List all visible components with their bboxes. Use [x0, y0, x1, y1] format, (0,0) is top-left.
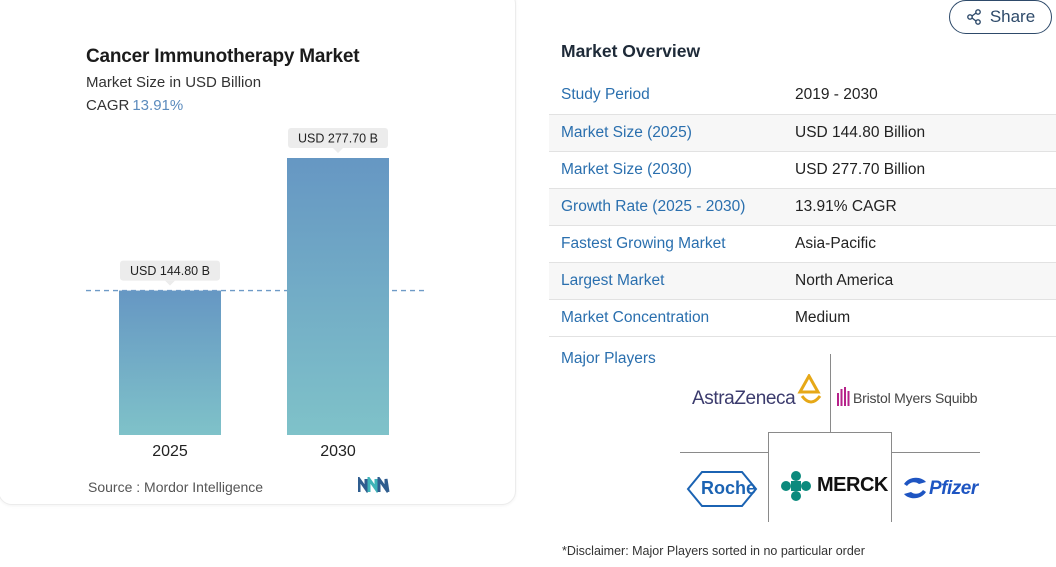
chart-title: Cancer Immunotherapy Market [86, 46, 360, 67]
table-row: Fastest Growing Market Asia-Pacific [549, 225, 1056, 262]
roche-logo-icon [686, 471, 758, 507]
pfizer-logo: Pfizer [929, 478, 978, 499]
row-label[interactable]: Largest Market [561, 271, 665, 289]
astrazeneca-swirl-icon [797, 374, 822, 404]
row-value: USD 144.80 Billion [795, 123, 926, 141]
table-row: Market Size (2025) USD 144.80 Billion [549, 114, 1056, 151]
disclaimer: *Disclaimer: Major Players sorted in no … [562, 544, 865, 558]
bar-2030 [287, 158, 389, 435]
row-label[interactable]: Growth Rate (2025 - 2030) [561, 197, 746, 215]
row-label[interactable]: Market Size (2025) [561, 123, 692, 141]
chart-cagr: CAGR 13.91% [86, 97, 183, 114]
row-label[interactable]: Fastest Growing Market [561, 234, 726, 252]
data-label-pointer [165, 280, 175, 286]
chart-card [0, 0, 516, 505]
table-row: Study Period 2019 - 2030 [549, 77, 1056, 114]
overview-table: Study Period 2019 - 2030 Market Size (20… [549, 77, 1056, 337]
astrazeneca-logo: AstraZeneca [692, 388, 796, 409]
roche-logo: Roche [701, 478, 757, 498]
row-value: USD 277.70 Billion [795, 160, 926, 178]
bar-2025 [119, 290, 221, 435]
bms-logo: Bristol Myers Squibb [853, 390, 978, 406]
data-label-box [288, 128, 388, 148]
x-tick-label: 2030 [320, 443, 356, 460]
data-label: USD 277.70 B [298, 132, 378, 146]
pfizer-logo-icon [904, 477, 926, 499]
data-label-pointer [333, 148, 343, 153]
bar-chart: 2025 USD 144.80 B 2030 USD 277.70 B [86, 128, 426, 460]
share-label: Share [989, 7, 1036, 26]
row-label[interactable]: Market Size (2030) [561, 160, 692, 178]
row-label[interactable]: Study Period [561, 86, 650, 104]
overview-title: Market Overview [561, 41, 701, 61]
chart-subtitle: Market Size in USD Billion [86, 74, 262, 91]
table-row: Market Size (2030) USD 277.70 Billion [549, 151, 1056, 188]
merck-logo: MERCK [817, 474, 888, 496]
table-row: Market Concentration Medium [549, 299, 1056, 336]
cagr-label: CAGR [86, 97, 130, 114]
share-button[interactable]: Share [949, 0, 1052, 34]
merck-logo-icon [781, 471, 811, 501]
x-tick-label: 2025 [152, 443, 188, 460]
data-label: USD 144.80 B [130, 264, 210, 278]
bms-hand-icon [837, 387, 850, 406]
row-label[interactable]: Market Concentration [561, 308, 710, 326]
row-value: North America [795, 271, 894, 289]
row-value: Medium [795, 308, 851, 326]
mordor-intelligence-logo-icon [358, 477, 390, 493]
row-value: 13.91% CAGR [795, 197, 897, 215]
table-row: Largest Market North America [549, 262, 1056, 299]
table-row: Growth Rate (2025 - 2030) 13.91% CAGR [549, 188, 1056, 225]
players-grid [680, 354, 980, 522]
row-value: 2019 - 2030 [795, 86, 878, 104]
cagr-value: 13.91% [132, 97, 184, 114]
chart-source: Source : Mordor Intelligence [88, 479, 264, 495]
row-value: Asia-Pacific [795, 234, 876, 252]
major-players-label[interactable]: Major Players [561, 350, 656, 367]
share-icon [966, 9, 981, 25]
data-label-box [120, 260, 220, 281]
